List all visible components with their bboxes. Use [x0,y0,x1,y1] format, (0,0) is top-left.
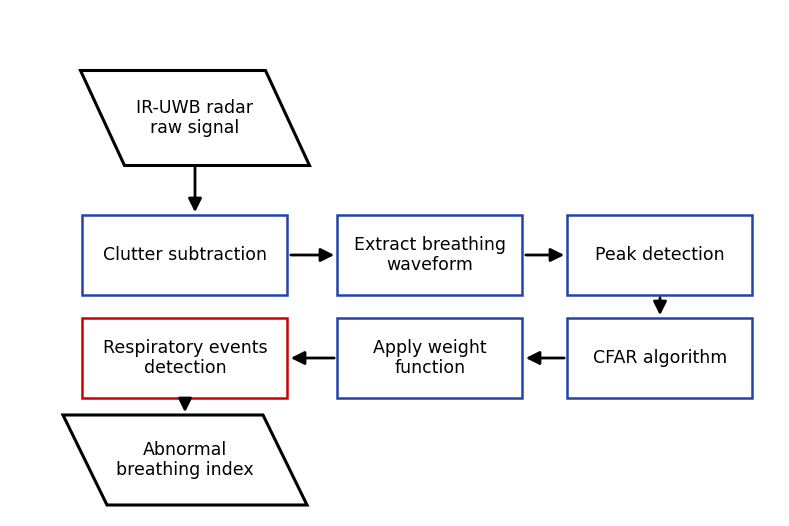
Polygon shape [63,415,307,505]
Text: Respiratory events
detection: Respiratory events detection [103,339,267,377]
Bar [83,318,287,398]
Bar [567,318,753,398]
Bar [338,318,522,398]
Bar [338,215,522,295]
Text: Clutter subtraction: Clutter subtraction [103,246,267,264]
Bar [567,215,753,295]
Text: Abnormal
breathing index: Abnormal breathing index [116,441,254,479]
Text: IR-UWB radar
raw signal: IR-UWB radar raw signal [136,98,253,137]
Bar [83,215,287,295]
Text: Apply weight
function: Apply weight function [373,339,487,377]
Text: Extract breathing
waveform: Extract breathing waveform [354,236,506,275]
Text: CFAR algorithm: CFAR algorithm [593,349,727,367]
Text: Peak detection: Peak detection [595,246,725,264]
Polygon shape [80,70,309,166]
